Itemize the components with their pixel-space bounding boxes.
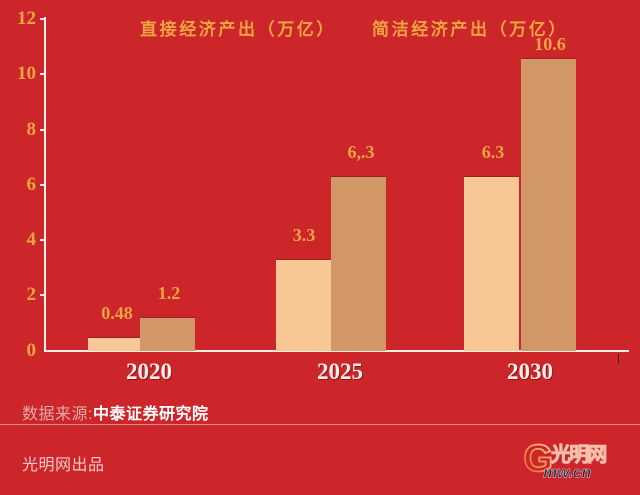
svg-text:光明网: 光明网: [550, 443, 606, 466]
svg-text:mw.cn: mw.cn: [543, 465, 591, 482]
